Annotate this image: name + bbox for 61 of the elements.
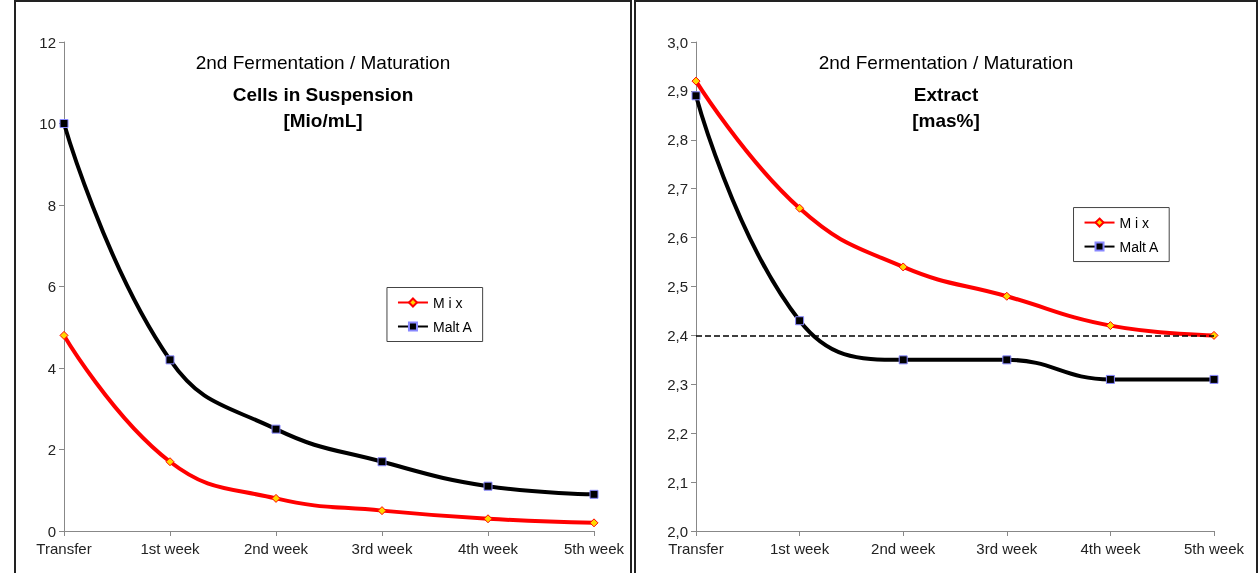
y-tick-label: 2,0	[667, 522, 688, 540]
point	[483, 481, 493, 491]
legend-label: Malt A	[432, 318, 473, 335]
x-tick-label: 2nd week	[243, 540, 309, 557]
point	[1209, 374, 1219, 384]
point	[59, 330, 69, 340]
y-tick-label: 2,8	[667, 131, 688, 149]
point	[1002, 355, 1012, 365]
x-tick-label: 3rd week	[976, 540, 1038, 557]
x-tick-label: 4th week	[457, 540, 519, 557]
point	[483, 514, 493, 524]
y-tick-label: 12	[39, 33, 56, 51]
y-tick-label: 2,1	[667, 473, 688, 491]
y-tick-label: 8	[47, 196, 56, 214]
point	[1105, 321, 1115, 331]
point	[165, 355, 175, 365]
point	[589, 518, 599, 528]
point	[795, 316, 805, 326]
x-tick-label: Transfer	[668, 540, 724, 557]
y-tick-label: 4	[47, 359, 56, 377]
y-tick-label: 6	[47, 278, 56, 295]
point	[1002, 291, 1012, 301]
y-tick-label: 0	[47, 522, 56, 540]
text: Extract [mas%]	[912, 83, 980, 131]
legend-label: Malt A	[1119, 238, 1160, 255]
y-tick-label: 2,6	[667, 229, 688, 247]
point	[271, 424, 281, 434]
x-tick-label: 2nd week	[871, 540, 936, 557]
y-tick-label: 3,0	[667, 33, 688, 51]
x-tick-label: 3rd week	[351, 540, 413, 557]
point	[165, 457, 175, 467]
y-tick-label: 2,3	[667, 375, 688, 393]
x-tick-label: 1st week	[770, 540, 830, 557]
text: Cells in Suspension [Mio/mL]	[232, 83, 414, 131]
y-tick-label: 2,5	[667, 278, 688, 295]
x-tick-label: 4th week	[1080, 540, 1141, 557]
y-tick-label: 2	[47, 441, 56, 458]
x-tick-label: 5th week	[1183, 540, 1245, 557]
y-tick-label: 2,9	[667, 82, 688, 100]
text: 2nd Fermentation / Maturation	[818, 52, 1074, 73]
x-tick-label: 1st week	[140, 540, 201, 557]
point	[589, 489, 599, 499]
point	[377, 457, 387, 467]
point	[377, 506, 387, 516]
legend-label: M i x	[1119, 214, 1150, 231]
y-tick-label: 2,7	[667, 180, 688, 198]
point	[795, 203, 805, 213]
point	[271, 493, 281, 503]
point	[59, 119, 69, 128]
x-tick-label: Transfer	[36, 540, 92, 557]
point	[898, 355, 908, 365]
y-tick-label: 2,4	[667, 326, 688, 344]
y-tick-label: 2,2	[667, 424, 688, 442]
text: 2nd Fermentation / Maturation	[195, 52, 451, 73]
point	[691, 91, 701, 101]
point	[1105, 374, 1115, 384]
x-tick-label: 5th week	[563, 540, 625, 557]
y-tick-label: 10	[39, 115, 56, 132]
point	[898, 262, 908, 272]
point	[691, 76, 701, 86]
legend-label: M i x	[432, 294, 463, 311]
